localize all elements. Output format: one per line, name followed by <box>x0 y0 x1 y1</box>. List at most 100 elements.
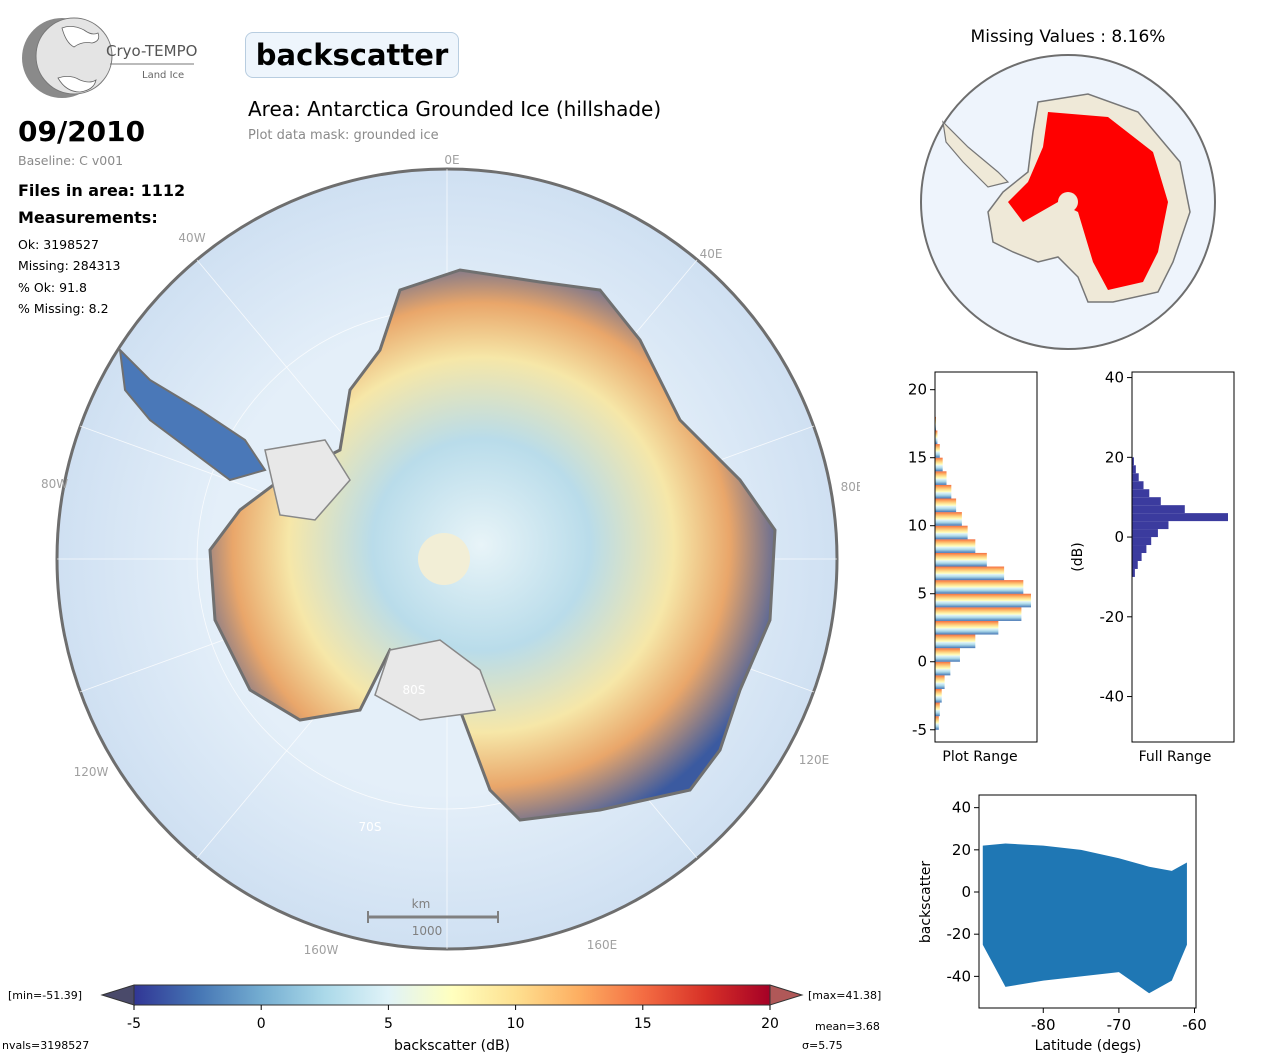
histogram-full-range-ytick-label: -20 <box>1100 608 1125 626</box>
histogram-full-range-bar <box>1132 537 1152 546</box>
histogram-plot-range-bar <box>935 702 940 717</box>
histogram-plot-range-bar <box>935 484 952 499</box>
histogram-full-range-yticks: 40 20 0 -20 -40 <box>1100 369 1132 706</box>
parameter-title-box: backscatter <box>245 32 459 78</box>
missing-map-peninsula <box>942 120 1010 188</box>
lon-label-40e: 40E <box>700 247 723 261</box>
histogram-full-range-bar <box>1132 497 1161 506</box>
histogram-plot-range: 20 15 10 5 0 -5 Plot Range <box>908 371 1038 765</box>
scale-bar: km 1000 <box>367 897 499 938</box>
histogram-full-range-bar <box>1132 489 1150 498</box>
histogram-full-range-bar <box>1132 513 1228 522</box>
histogram-plot-range-bar <box>935 688 942 703</box>
histogram-full-range-ytick-label: 20 <box>1105 448 1124 466</box>
cryo-tempo-logo: Cryo-TEMPO Land Ice <box>22 17 197 98</box>
histogram-full-range-bar <box>1132 505 1185 514</box>
logo-landmass-north <box>61 26 100 48</box>
histogram-full-range-title: Full Range <box>1139 749 1212 765</box>
histogram-full-range-bar <box>1132 481 1144 490</box>
colorbar-sigma: σ=5.75 <box>802 1039 843 1052</box>
scatter-points <box>982 843 1187 994</box>
scatter-xtick-label: -80 <box>1031 1016 1056 1034</box>
histogram-full-range-bar <box>1132 465 1136 474</box>
map-labels: 0E 40E 80E 120E 160E 160W 120W 80W 40W 8… <box>41 153 860 957</box>
colorbar-tick-label: -5 <box>127 1016 141 1032</box>
colorbar-tick-label: 20 <box>761 1016 779 1032</box>
measurements-heading: Measurements: <box>18 208 158 227</box>
stat-ok: Ok: 3198527 <box>18 237 99 252</box>
histogram-full-range-bar <box>1132 457 1134 466</box>
colorbar-mean: mean=3.68 <box>815 1020 880 1033</box>
scatter-point-cloud <box>982 843 1187 994</box>
histogram-plot-range-bar <box>935 648 960 662</box>
histogram-plot-range-bar <box>935 620 999 635</box>
histogram-full-range-bar <box>1132 560 1138 569</box>
scatter-ytick-label: 40 <box>952 799 971 817</box>
baseline-label: Baseline: C v001 <box>18 153 124 168</box>
histogram-plot-range-bar <box>935 539 976 553</box>
colorbar-max-label: [max=41.38] <box>808 989 881 1002</box>
colorbar-tick-label: 15 <box>634 1016 652 1032</box>
lon-label-80e: 80E <box>841 480 860 494</box>
scatter-frame <box>978 794 1197 1009</box>
histogram-full-range-ytick-label: 0 <box>1114 528 1124 546</box>
colorbar-ticks: -5 0 5 10 15 20 <box>127 1005 779 1032</box>
period-date: 09/2010 <box>18 115 146 148</box>
histogram-plot-range-bar <box>935 661 951 676</box>
missing-map-pole <box>1058 192 1078 212</box>
histogram-plot-range-ytick-label: 15 <box>908 449 927 467</box>
histogram-plot-range-bar <box>935 512 962 526</box>
lon-label-0e: 0E <box>444 153 459 167</box>
area-title: Area: Antarctica Grounded Ice (hillshade… <box>248 97 662 121</box>
histogram-plot-range-bar <box>935 471 947 485</box>
missing-values-title: Missing Values : 8.16% <box>970 27 1166 47</box>
histogram-full-range-frame <box>1131 371 1235 743</box>
colorbar-tick-label: 0 <box>257 1016 266 1032</box>
main-map: 0E 40E 80E 120E 160E 160W 120W 80W 40W 8… <box>41 153 860 957</box>
histogram-plot-range-ytick-label: 0 <box>917 653 927 671</box>
colorbar-tick-label: 10 <box>507 1016 525 1032</box>
histogram-full-range-bar <box>1132 521 1169 530</box>
scatter-ylabel: backscatter <box>918 861 934 943</box>
colorbar-gradient <box>133 984 771 1006</box>
missing-values-map <box>920 54 1216 350</box>
histogram-full-range: 40 20 0 -20 -40 (dB) Full Range <box>1070 369 1235 765</box>
stat-pct-ok: % Ok: 91.8 <box>18 280 87 295</box>
lon-label-80w: 80W <box>41 477 68 491</box>
histogram-plot-range-bar <box>935 593 1031 608</box>
colorbar-tick-label: 5 <box>384 1016 393 1032</box>
scatter-ytick-label: -20 <box>947 925 972 943</box>
pole-hole <box>418 533 470 585</box>
antarctica-grounded-ice <box>208 268 777 822</box>
scatter-xtick-label: -70 <box>1107 1016 1132 1034</box>
scale-bar-value: 1000 <box>412 924 443 938</box>
stat-pct-missing: % Missing: 8.2 <box>18 301 109 316</box>
colorbar-label: backscatter (dB) <box>394 1038 510 1054</box>
histogram-plot-range-bar <box>935 525 968 540</box>
histogram-plot-range-bar <box>935 634 976 649</box>
histogram-plot-range-ytick-label: 20 <box>908 381 927 399</box>
scatter-ticks: -80 -70 -60 40 20 0 -20 -40 <box>947 799 1207 1034</box>
logo-landmass-south <box>57 76 97 93</box>
scatter-ytick-label: -40 <box>947 967 972 985</box>
ronne-ice-shelf <box>264 439 351 521</box>
logo-name: Cryo-TEMPO <box>106 42 197 60</box>
lon-label-160e: 160E <box>587 938 618 952</box>
lon-label-120w: 120W <box>74 765 109 779</box>
histogram-plot-range-bar <box>935 607 1022 621</box>
histogram-plot-range-ytick-label: 10 <box>908 517 927 535</box>
logo-subtitle: Land Ice <box>142 70 184 81</box>
histogram-plot-range-bar <box>935 457 943 472</box>
histogram-full-range-ytick-label: -40 <box>1100 688 1125 706</box>
lon-label-120e: 120E <box>799 753 830 767</box>
ross-ice-shelf <box>374 639 497 721</box>
scatter-xlabel: Latitude (degs) <box>1035 1038 1142 1054</box>
scatter-ytick-label: 0 <box>961 883 971 901</box>
colorbar-min-extend <box>100 984 135 1006</box>
histogram-plot-range-bar <box>935 566 1005 581</box>
lat-label-80s: 80S <box>403 683 426 697</box>
histogram-full-range-ytick-label: 40 <box>1105 369 1124 387</box>
histogram-plot-range-bars <box>935 416 1031 730</box>
histogram-plot-range-bar <box>935 552 987 567</box>
files-count: Files in area: 1112 <box>18 181 186 200</box>
